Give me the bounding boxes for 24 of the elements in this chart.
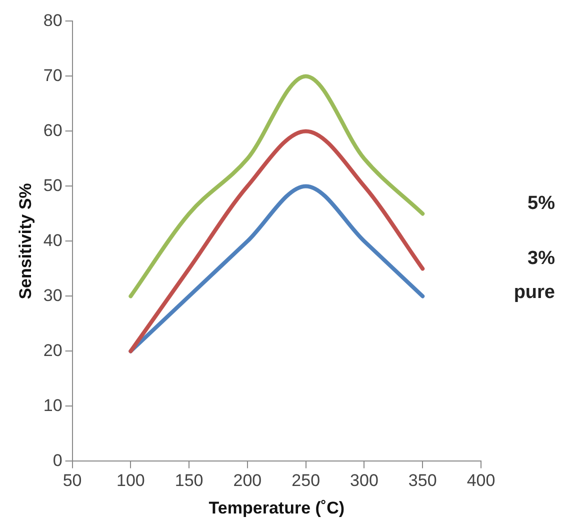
text: pure	[514, 282, 555, 303]
y-axis-title: Sensitivity S%	[16, 183, 35, 300]
y-tick-label: 60	[43, 120, 62, 140]
line-series	[128, 74, 425, 298]
x-tick-label: 50	[62, 471, 82, 490]
y-tick-label: 40	[43, 230, 62, 250]
y-tick-label: 0	[52, 450, 62, 470]
y-tick-label: 50	[43, 176, 62, 195]
x-tick-label: 300	[350, 471, 378, 490]
y-tick-label: 20	[43, 340, 62, 360]
y-tick-label: 70	[43, 66, 62, 85]
y-tick-label: 80	[43, 10, 62, 30]
x-tick-label: 100	[116, 471, 145, 490]
y-tick-label: 30	[43, 286, 62, 305]
line-series	[128, 129, 425, 354]
x-tick-label: 150	[174, 471, 204, 490]
x-tick-label: 200	[233, 471, 262, 490]
x-tick-label: 350	[408, 471, 437, 490]
x-tick-label: 400	[466, 471, 496, 490]
x-tick-label: 250	[292, 471, 320, 490]
text: 3%	[528, 248, 556, 269]
x-axis-title: Temperature (˚C)	[208, 498, 345, 518]
text: 5%	[528, 192, 556, 214]
y-tick-label: 10	[43, 396, 62, 415]
